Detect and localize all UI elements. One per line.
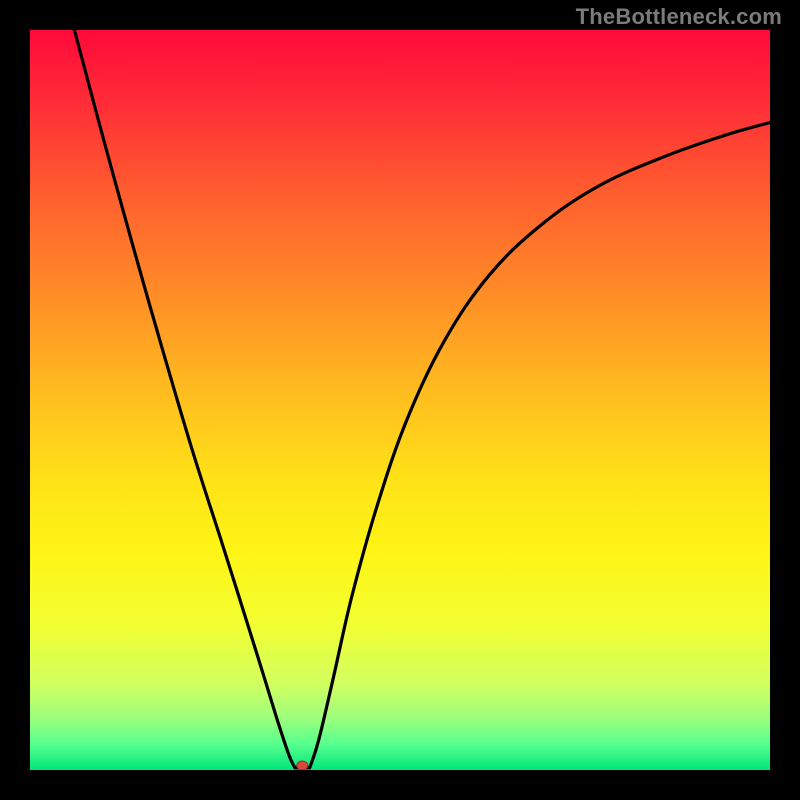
- optimal-point-marker: [30, 30, 770, 770]
- plot-area: [30, 30, 770, 770]
- watermark-text: TheBottleneck.com: [576, 4, 782, 30]
- chart-stage: TheBottleneck.com: [0, 0, 800, 800]
